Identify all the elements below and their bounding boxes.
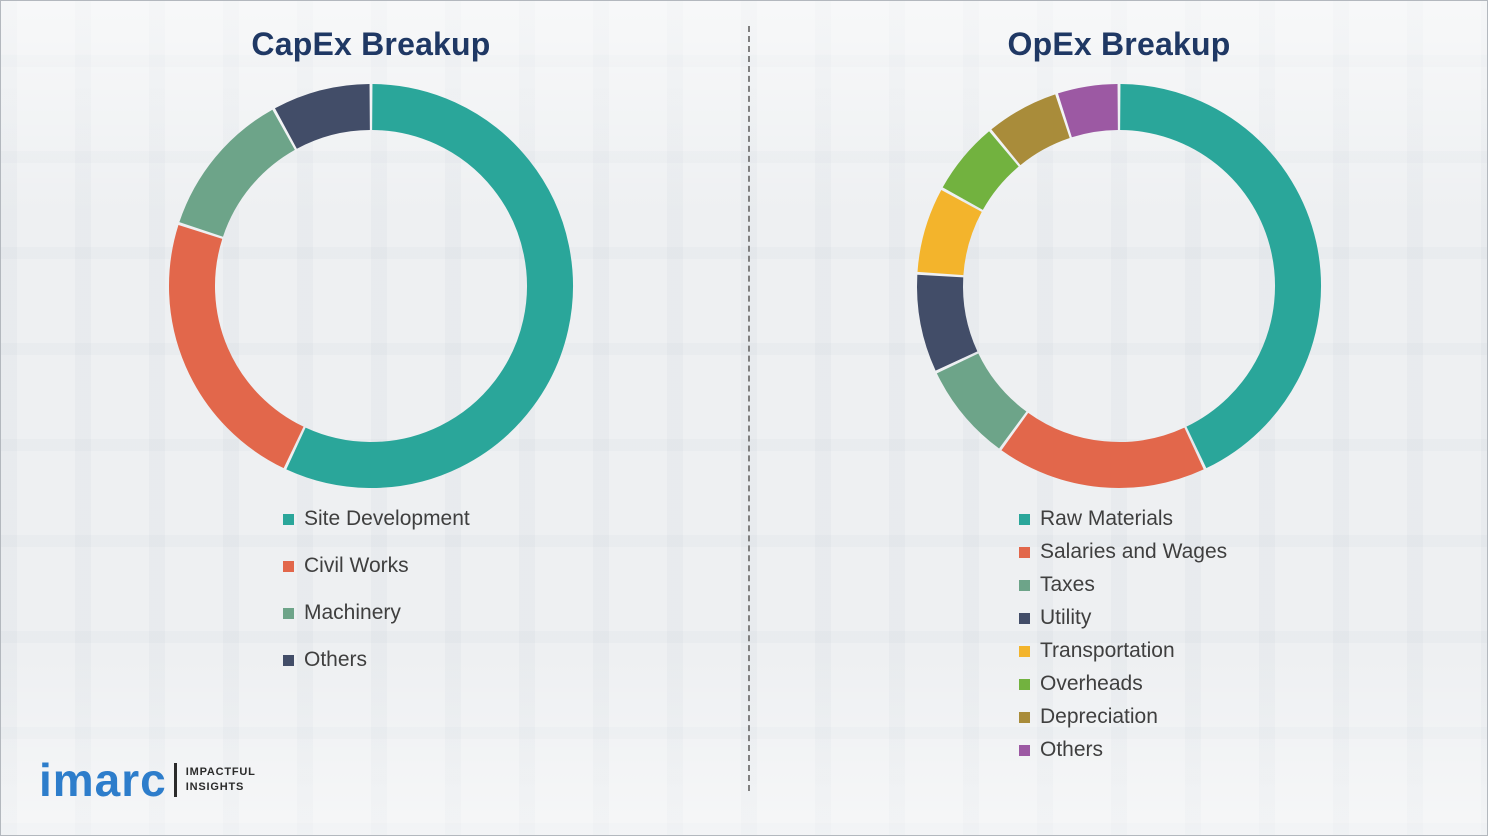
legend-swatch: [1019, 546, 1030, 558]
legend-label: Machinery: [304, 601, 401, 624]
legend-label: Transportation: [1040, 639, 1175, 662]
legend-item: Depreciation: [1019, 705, 1324, 729]
tagline-line1: IMPACTFUL: [185, 766, 256, 779]
legend-label: Overheads: [1040, 672, 1143, 695]
imarc-wordmark: imarc: [39, 754, 167, 806]
legend-item: Raw Materials: [1019, 507, 1324, 531]
donut-segment-overheads: [942, 131, 1020, 211]
legend-item: Overheads: [1019, 672, 1324, 696]
imarc-tagline: IMPACTFUL INSIGHTS: [186, 765, 256, 795]
legend-swatch: [283, 607, 294, 619]
legend-item: Others: [283, 648, 576, 672]
opex-chart-title: OpEx Breakup: [1007, 26, 1231, 62]
vertical-divider: [748, 26, 750, 791]
opex-donut-chart: [917, 84, 1321, 488]
legend-label: Depreciation: [1040, 705, 1158, 728]
legend-item: Salaries and Wages: [1019, 540, 1324, 564]
capex-legend: Site Development Civil Works Machinery Othe…: [283, 507, 576, 672]
legend-swatch: [283, 560, 294, 572]
tagline-line2: INSIGHTS: [185, 781, 245, 793]
legend-label: Others: [304, 648, 368, 671]
legend-item: Taxes: [1019, 573, 1324, 597]
legend-swatch: [283, 654, 294, 666]
donut-segment-salaries-and-wages: [1001, 412, 1204, 488]
donut-segment-depreciation: [991, 94, 1071, 166]
capex-chart-section: CapEx Breakup Site Development Civil Work…: [166, 26, 576, 695]
legend-swatch: [1019, 744, 1030, 756]
donut-segment-machinery: [179, 109, 296, 238]
legend-swatch: [1019, 513, 1030, 525]
legend-label: Site Development: [304, 507, 470, 530]
legend-swatch: [1019, 579, 1030, 591]
legend-label: Taxes: [1040, 573, 1095, 596]
legend-item: Others: [1019, 738, 1324, 762]
legend-swatch: [1019, 711, 1030, 723]
donut-segment-site-development: [286, 84, 573, 488]
legend-item: Site Development: [283, 507, 576, 531]
imarc-logo: imarc IMPACTFUL INSIGHTS: [39, 757, 256, 803]
legend-item: Utility: [1019, 606, 1324, 630]
logo-divider: [173, 763, 177, 797]
legend-label: Raw Materials: [1040, 507, 1174, 530]
donut-segment-taxes: [936, 352, 1027, 449]
legend-swatch: [283, 513, 294, 525]
legend-item: Civil Works: [283, 554, 576, 578]
capex-donut-chart: [169, 84, 573, 488]
legend-swatch: [1019, 678, 1030, 690]
donut-segment-others: [274, 84, 371, 150]
donut-segment-transportation: [917, 189, 983, 276]
opex-chart-section: OpEx Breakup Raw Materials Salaries and W…: [914, 26, 1324, 771]
donut-segment-others: [1057, 84, 1119, 138]
legend-label: Others: [1040, 738, 1104, 761]
legend-swatch: [1019, 612, 1030, 624]
donut-segment-utility: [917, 274, 978, 371]
legend-label: Utility: [1040, 606, 1092, 629]
capex-chart-title: CapEx Breakup: [251, 26, 491, 62]
legend-label: Civil Works: [304, 554, 409, 577]
donut-segment-raw-materials: [1119, 84, 1321, 469]
legend-item: Transportation: [1019, 639, 1324, 663]
legend-item: Machinery: [283, 601, 576, 625]
legend-swatch: [1019, 645, 1030, 657]
opex-legend: Raw Materials Salaries and Wages Taxes Util…: [1019, 507, 1324, 762]
legend-label: Salaries and Wages: [1040, 540, 1228, 563]
donut-segment-civil-works: [169, 224, 304, 469]
